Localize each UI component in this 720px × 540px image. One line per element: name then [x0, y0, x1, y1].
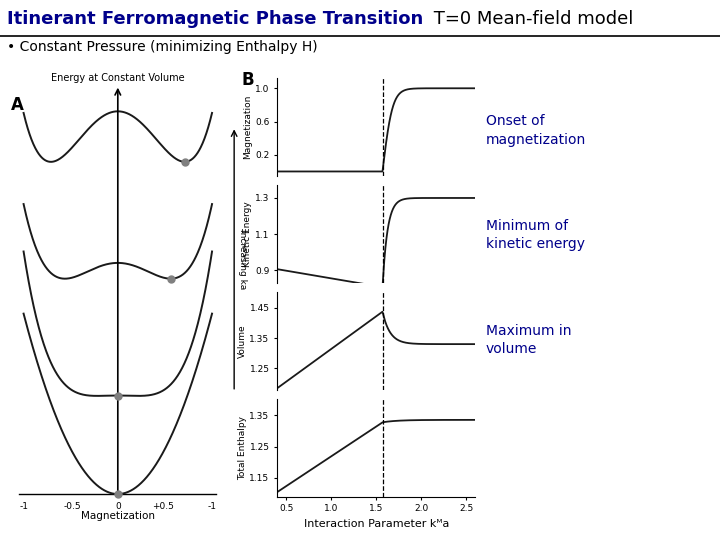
- Text: A: A: [12, 96, 24, 114]
- Text: +0.5: +0.5: [152, 502, 174, 511]
- Text: Energy at Constant Volume: Energy at Constant Volume: [51, 72, 184, 83]
- Text: • Constant Pressure (minimizing Enthalpy H): • Constant Pressure (minimizing Enthalpy…: [7, 40, 318, 54]
- Y-axis label: Volume: Volume: [238, 324, 247, 358]
- Text: Itinerant Ferromagnetic Phase Transition: Itinerant Ferromagnetic Phase Transition: [7, 10, 423, 28]
- Text: Magnetization: Magnetization: [81, 511, 155, 522]
- X-axis label: Interaction Parameter kᴹa: Interaction Parameter kᴹa: [304, 519, 449, 529]
- Y-axis label: Kinetic Energy: Kinetic Energy: [243, 201, 253, 267]
- Text: Increasing ka: Increasing ka: [238, 229, 247, 289]
- Text: Minimum of
kinetic energy: Minimum of kinetic energy: [486, 219, 585, 252]
- Text: 0: 0: [115, 502, 121, 511]
- Text: Onset of
magnetization: Onset of magnetization: [486, 114, 586, 147]
- Text: -0.5: -0.5: [64, 502, 81, 511]
- Text: Maximum in
volume: Maximum in volume: [486, 323, 572, 356]
- Y-axis label: Magnetization: Magnetization: [243, 95, 253, 159]
- Text: B: B: [241, 71, 254, 89]
- Text: T=0 Mean-field model: T=0 Mean-field model: [428, 10, 634, 28]
- Text: -1: -1: [19, 502, 28, 511]
- Y-axis label: Total Enthalpy: Total Enthalpy: [238, 416, 247, 480]
- Text: -1: -1: [207, 502, 217, 511]
